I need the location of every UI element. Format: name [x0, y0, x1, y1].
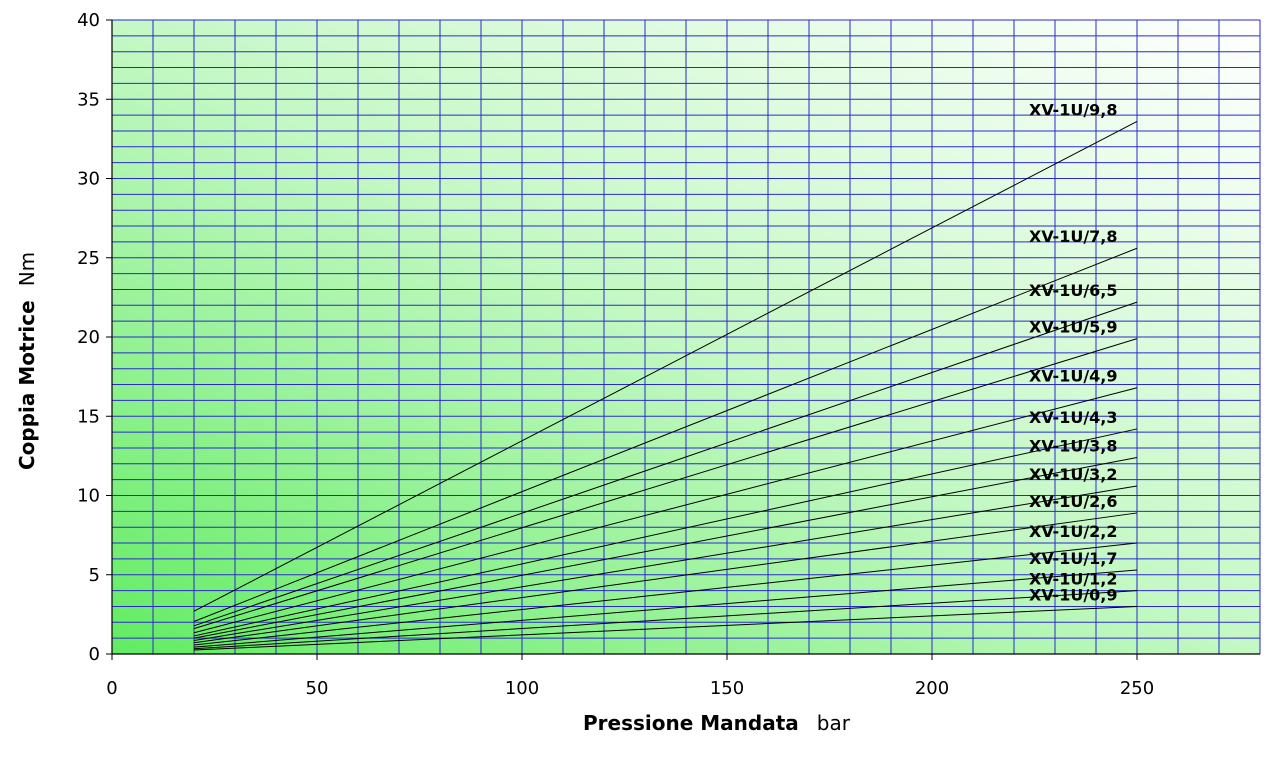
y-tick-label: 20	[77, 327, 100, 348]
series-label: XV-1U/1,7	[1029, 549, 1118, 568]
series-lines	[193, 120, 1138, 651]
series-line	[193, 569, 1138, 648]
y-tick-label: 0	[89, 644, 100, 665]
axes	[106, 19, 1260, 660]
series-line	[193, 247, 1138, 622]
x-tick-label: 50	[306, 678, 329, 699]
series-line	[193, 485, 1138, 642]
y-axis-label: Coppia Motrice	[15, 300, 39, 470]
series-label: XV-1U/0,9	[1029, 585, 1118, 604]
tick-labels: 0 5 10 15 20 25 30 35 40 0 50 100 150 200 250	[77, 10, 1154, 699]
series-line	[193, 512, 1138, 644]
y-tick-label: 40	[77, 10, 100, 31]
series-label: XV-1U/2,2	[1029, 522, 1118, 541]
series-label: XV-1U/9,8	[1029, 100, 1118, 119]
series-line	[193, 542, 1138, 646]
y-axis-title: Coppia Motrice Nm	[15, 252, 39, 470]
x-axis-title: Pressione Mandata bar	[583, 711, 851, 735]
series-label: XV-1U/1,2	[1029, 570, 1118, 589]
y-tick-label: 30	[77, 169, 100, 190]
series-line	[193, 387, 1138, 634]
series-label: XV-1U/2,6	[1029, 492, 1118, 511]
x-tick-label: 200	[915, 678, 949, 699]
x-axis-unit: bar	[817, 711, 851, 735]
y-tick-label: 25	[77, 248, 100, 269]
series-label: XV-1U/3,2	[1029, 465, 1118, 484]
series-line	[193, 456, 1138, 639]
series-line	[193, 120, 1138, 612]
series-label: XV-1U/5,9	[1029, 318, 1118, 337]
series-label: XV-1U/4,3	[1029, 408, 1118, 427]
x-axis-label: Pressione Mandata	[583, 711, 799, 735]
series-label: XV-1U/6,5	[1029, 281, 1118, 300]
y-axis-unit: Nm	[15, 252, 39, 286]
series-line	[193, 590, 1138, 650]
grid-lines	[111, 19, 1261, 655]
x-tick-label: 150	[710, 678, 744, 699]
series-labels: XV-1U/0,9XV-1U/1,2 XV-1U/1,7 XV-1U/2,2 XV-1…	[1029, 100, 1118, 604]
y-tick-label: 35	[77, 89, 100, 110]
series-line	[193, 301, 1138, 627]
series-label: XV-1U/4,9	[1029, 367, 1118, 386]
x-tick-label: 0	[106, 678, 117, 699]
series-label: XV-1U/3,8	[1029, 436, 1118, 455]
y-tick-label: 15	[77, 406, 100, 427]
series-label: XV-1U/7,8	[1029, 227, 1118, 246]
series-line	[193, 605, 1138, 651]
y-tick-label: 5	[89, 565, 100, 586]
y-tick-label: 10	[77, 486, 100, 507]
x-tick-label: 100	[505, 678, 539, 699]
series-line	[193, 428, 1138, 637]
series-line	[193, 338, 1138, 630]
x-tick-label: 250	[1120, 678, 1154, 699]
